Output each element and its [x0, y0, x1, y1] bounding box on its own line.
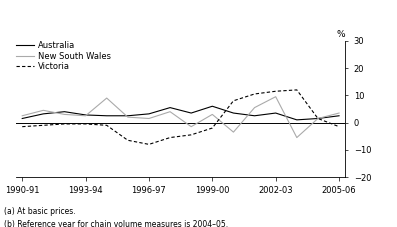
- Australia: [146, 113, 151, 115]
- New South Wales: [210, 113, 215, 116]
- New South Wales: [83, 114, 88, 117]
- Australia: [168, 106, 172, 109]
- Australia: [316, 117, 320, 120]
- Australia: [295, 118, 299, 121]
- Australia: [83, 114, 88, 116]
- Victoria: [252, 93, 257, 95]
- Australia: [231, 112, 236, 114]
- Text: (b) Reference year for chain volume measures is 2004–05.: (b) Reference year for chain volume meas…: [4, 220, 228, 227]
- Victoria: [189, 133, 194, 136]
- Australia: [210, 105, 215, 108]
- New South Wales: [316, 117, 320, 120]
- Text: %: %: [337, 30, 345, 39]
- New South Wales: [41, 109, 46, 112]
- Australia: [252, 114, 257, 117]
- New South Wales: [104, 97, 109, 99]
- Australia: [41, 113, 46, 115]
- New South Wales: [146, 117, 151, 120]
- New South Wales: [125, 116, 130, 118]
- Victoria: [231, 99, 236, 102]
- New South Wales: [252, 106, 257, 109]
- Victoria: [316, 117, 320, 120]
- Australia: [20, 117, 25, 120]
- Australia: [62, 110, 67, 113]
- Text: (a) At basic prices.: (a) At basic prices.: [4, 207, 75, 216]
- Line: New South Wales: New South Wales: [22, 97, 339, 138]
- Victoria: [41, 124, 46, 127]
- Victoria: [295, 89, 299, 91]
- Australia: [104, 114, 109, 117]
- New South Wales: [337, 112, 341, 114]
- Victoria: [20, 125, 25, 128]
- Victoria: [273, 90, 278, 93]
- Victoria: [168, 136, 172, 139]
- Australia: [337, 114, 341, 117]
- New South Wales: [189, 125, 194, 128]
- Victoria: [146, 143, 151, 146]
- New South Wales: [168, 110, 172, 113]
- Legend: Australia, New South Wales, Victoria: Australia, New South Wales, Victoria: [16, 41, 110, 71]
- Victoria: [83, 123, 88, 125]
- Victoria: [125, 139, 130, 142]
- Australia: [125, 114, 130, 117]
- Victoria: [62, 123, 67, 125]
- Line: Victoria: Victoria: [22, 90, 339, 144]
- New South Wales: [231, 131, 236, 133]
- Australia: [273, 112, 278, 114]
- New South Wales: [295, 136, 299, 139]
- Victoria: [337, 125, 341, 128]
- New South Wales: [20, 114, 25, 117]
- New South Wales: [62, 113, 67, 116]
- Australia: [189, 112, 194, 114]
- Victoria: [104, 124, 109, 127]
- New South Wales: [273, 95, 278, 98]
- Victoria: [210, 127, 215, 129]
- Line: Australia: Australia: [22, 106, 339, 120]
